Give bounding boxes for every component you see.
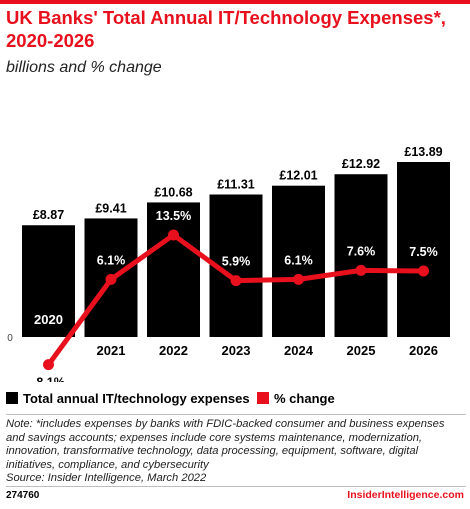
category-label-2025: 2025 xyxy=(347,343,376,358)
divider-lower xyxy=(6,486,466,487)
bar-2025 xyxy=(334,174,388,337)
bar-2022 xyxy=(147,202,200,337)
top-accent-rule xyxy=(0,0,470,4)
legend-item-change: % change xyxy=(257,391,335,406)
legend-label-change: % change xyxy=(274,391,335,406)
category-label-2026: 2026 xyxy=(409,343,438,358)
change-label-2022: 13.5% xyxy=(156,209,191,223)
change-label-2025: 7.6% xyxy=(347,244,376,258)
category-label-2023: 2023 xyxy=(222,343,251,358)
legend-swatch-change xyxy=(257,392,269,404)
change-point-2020 xyxy=(43,359,54,371)
source-text: Source: Insider Intelligence, March 2022 xyxy=(6,472,207,485)
bar-2026 xyxy=(397,162,450,337)
chart-id: 274760 xyxy=(6,490,40,501)
change-point-2024 xyxy=(293,273,304,285)
change-label-2023: 5.9% xyxy=(222,255,251,269)
bar-value-label-2023: £11.31 xyxy=(217,178,255,192)
category-label-2024: 2024 xyxy=(284,343,314,358)
bar-2020 xyxy=(22,225,75,337)
divider-upper xyxy=(6,414,466,415)
legend-swatch-expenses xyxy=(6,392,18,404)
brand-logo: InsiderIntelligence.com xyxy=(347,489,464,501)
note-text: Note: *includes expenses by banks with F… xyxy=(6,418,445,471)
bar-value-label-2024: £12.01 xyxy=(279,169,317,183)
bar-value-label-2026: £13.89 xyxy=(404,145,442,159)
change-label-2026: 7.5% xyxy=(409,245,438,259)
bar-value-label-2025: £12.92 xyxy=(342,157,380,171)
change-point-2026 xyxy=(418,265,429,277)
category-label-2022: 2022 xyxy=(159,343,188,358)
change-label-2020: -8.1% xyxy=(32,376,65,382)
change-point-2023 xyxy=(230,275,242,287)
change-point-2022 xyxy=(168,229,179,241)
bar-value-label-2021: £9.41 xyxy=(95,201,126,215)
legend-item-expenses: Total annual IT/technology expenses xyxy=(6,391,250,406)
bar-value-label-2022: £10.68 xyxy=(154,185,192,199)
bar-2024 xyxy=(272,185,325,337)
footnote: Note: *includes expenses by banks with F… xyxy=(6,418,466,486)
change-label-2024: 6.1% xyxy=(284,253,313,267)
change-point-2025 xyxy=(355,264,367,276)
change-label-2021: 6.1% xyxy=(97,253,126,267)
chart-subtitle: billions and % change xyxy=(6,59,162,76)
y-zero-label: 0 xyxy=(7,333,13,344)
legend-label-expenses: Total annual IT/technology expenses xyxy=(23,391,250,406)
chart-title: UK Banks' Total Annual IT/Technology Exp… xyxy=(6,7,446,51)
chart-area: £8.87 £9.41 £10.68 £11.31 £12.01 £12.92 £13.89… xyxy=(7,145,450,382)
category-label-2020: 2020 xyxy=(34,312,63,327)
change-point-2021 xyxy=(105,273,117,285)
bar-value-label-2020: £8.87 xyxy=(33,208,64,222)
category-label-2021: 2021 xyxy=(97,343,126,358)
